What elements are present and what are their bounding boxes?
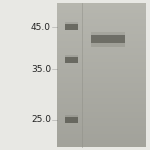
Bar [57, 3, 146, 147]
Text: 45.0: 45.0 [31, 22, 51, 32]
Text: 25.0: 25.0 [31, 116, 51, 124]
Bar [64, 57, 78, 63]
Bar [64, 55, 78, 57]
Bar [64, 117, 78, 123]
Bar [64, 24, 78, 30]
Text: 35.0: 35.0 [31, 64, 51, 74]
Bar [64, 115, 78, 117]
Bar [91, 43, 125, 46]
Bar [91, 32, 125, 35]
Bar [91, 35, 125, 43]
Bar [64, 22, 78, 24]
